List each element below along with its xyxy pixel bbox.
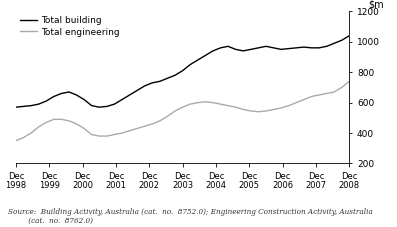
Total engineering <box>226 104 231 107</box>
Total engineering <box>301 98 306 101</box>
Y-axis label: $m: $m <box>368 0 384 10</box>
Total building <box>44 100 48 102</box>
Total building <box>127 94 132 96</box>
Total building <box>286 47 291 50</box>
Total building <box>82 98 87 101</box>
Total engineering <box>256 110 261 113</box>
Total engineering <box>233 106 238 109</box>
Total building <box>89 104 94 107</box>
Total engineering <box>195 101 200 104</box>
Total building <box>188 63 193 66</box>
Total building <box>104 105 109 108</box>
Line: Total engineering: Total engineering <box>16 81 349 141</box>
Total engineering <box>89 133 94 136</box>
Total engineering <box>347 80 352 83</box>
Total engineering <box>51 118 56 121</box>
Total engineering <box>210 101 215 104</box>
Total engineering <box>97 135 102 137</box>
Total building <box>67 91 71 93</box>
Total building <box>256 47 261 49</box>
Total engineering <box>309 95 314 98</box>
Total building <box>279 48 283 51</box>
Total building <box>264 45 268 48</box>
Total building <box>158 80 162 83</box>
Total building <box>210 49 215 52</box>
Total building <box>165 77 170 80</box>
Total building <box>173 74 177 76</box>
Total engineering <box>188 103 193 106</box>
Total engineering <box>264 110 268 112</box>
Total engineering <box>135 127 139 130</box>
Total building <box>249 48 253 51</box>
Total building <box>150 81 155 84</box>
Total building <box>339 39 344 42</box>
Total building <box>21 105 26 108</box>
Total engineering <box>241 108 246 111</box>
Total engineering <box>203 101 208 103</box>
Total engineering <box>29 132 33 134</box>
Total building <box>29 104 33 107</box>
Total engineering <box>82 127 87 130</box>
Total engineering <box>74 123 79 125</box>
Total engineering <box>112 133 117 136</box>
Total engineering <box>59 118 64 121</box>
Total building <box>97 106 102 109</box>
Total engineering <box>317 94 322 96</box>
Total engineering <box>44 121 48 124</box>
Total building <box>112 103 117 106</box>
Total building <box>233 48 238 51</box>
Total engineering <box>324 92 329 95</box>
Total building <box>135 89 139 92</box>
Total building <box>51 95 56 98</box>
Total building <box>324 45 329 48</box>
Total building <box>294 47 299 49</box>
Total engineering <box>286 104 291 107</box>
Total engineering <box>67 119 71 122</box>
Total engineering <box>104 135 109 137</box>
Total engineering <box>218 103 223 106</box>
Text: Source:  Building Activity, Australia (cat.  no.  8752.0); Engineering Construct: Source: Building Activity, Australia (ca… <box>8 207 373 225</box>
Total engineering <box>165 115 170 118</box>
Total engineering <box>150 123 155 125</box>
Total building <box>301 46 306 48</box>
Total engineering <box>119 132 124 134</box>
Total engineering <box>271 108 276 111</box>
Total engineering <box>13 139 18 142</box>
Legend: Total building, Total engineering: Total building, Total engineering <box>20 16 120 37</box>
Total engineering <box>143 125 147 128</box>
Total building <box>13 106 18 109</box>
Total building <box>218 47 223 49</box>
Total building <box>241 49 246 52</box>
Total building <box>347 34 352 37</box>
Total building <box>143 84 147 87</box>
Total building <box>203 54 208 57</box>
Total building <box>195 59 200 61</box>
Total engineering <box>21 136 26 139</box>
Total building <box>59 92 64 95</box>
Total building <box>74 94 79 96</box>
Total building <box>119 98 124 101</box>
Total building <box>271 47 276 49</box>
Total engineering <box>294 101 299 104</box>
Line: Total building: Total building <box>16 36 349 107</box>
Total building <box>226 45 231 48</box>
Total building <box>317 47 322 49</box>
Total engineering <box>279 106 283 109</box>
Total engineering <box>339 86 344 89</box>
Total engineering <box>249 110 253 112</box>
Total building <box>180 69 185 72</box>
Total engineering <box>36 126 41 128</box>
Total engineering <box>180 106 185 109</box>
Total building <box>309 47 314 49</box>
Total engineering <box>158 119 162 122</box>
Total engineering <box>127 129 132 132</box>
Total engineering <box>332 91 337 93</box>
Total building <box>36 103 41 106</box>
Total engineering <box>173 110 177 112</box>
Total building <box>332 42 337 45</box>
